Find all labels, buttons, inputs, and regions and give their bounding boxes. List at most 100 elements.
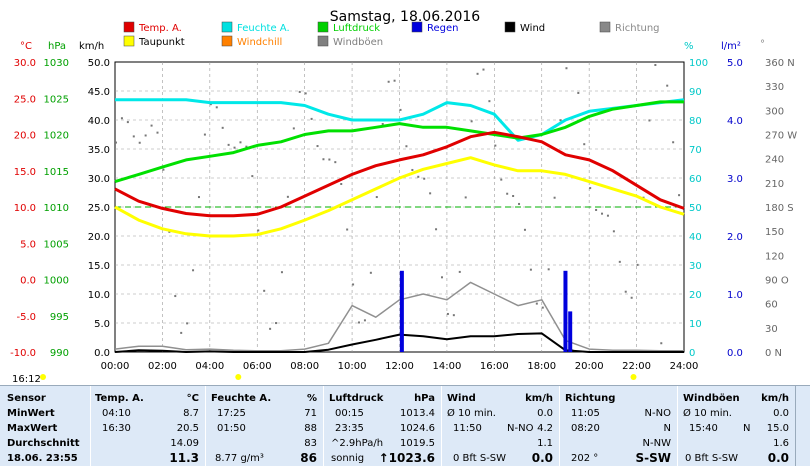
direction-point [411,168,414,171]
direction-point [435,228,438,231]
direction-point [606,214,609,217]
direction-point [132,135,135,138]
direction-point [192,269,195,272]
tick-dir: 30 [765,324,778,335]
direction-point [648,119,651,122]
tick-wind: 10.0 [88,290,110,301]
direction-point [470,120,473,123]
sunset-marker [630,374,637,380]
col-wind: Wind km/h Ø 10 min. 0.0 11:50 N-NO 4.2 1.1 0… [441,386,560,466]
direction-point [304,92,307,95]
wind-max-val: 4.2 [537,423,553,434]
tick-press: 1020 [44,131,69,142]
direction-point [440,276,443,279]
tick-x: 04:00 [195,361,224,372]
tick-dir: 150 [765,227,784,238]
direction-point [423,177,426,180]
direction-point [506,192,509,195]
row-label-avg: Durchschnitt [7,438,80,449]
direction-point [458,270,461,273]
unit-dir: ° [760,39,765,50]
direction-point [375,196,378,199]
tick-dir: 0 N [765,348,782,359]
direction-point [512,195,515,198]
tick-rain: 2.0 [727,232,743,243]
rain-bar [399,270,404,352]
tick-x: 18:00 [527,361,556,372]
legend-label: Taupunkt [138,37,185,48]
direction-point [666,84,669,87]
tick-rain: 0.0 [727,348,743,359]
chart-title: Samstag, 18.06.2016 [330,9,481,25]
gust-max-val: 15.0 [766,423,789,434]
series-feuchte-a- [115,98,685,142]
direction-point [529,268,532,271]
tick-press: 1025 [44,94,69,105]
temp-max-time: 16:30 [102,423,131,434]
tick-temp: 10.0 [14,203,36,214]
hum-avg-val: 83 [304,438,317,449]
direction-point [358,321,361,324]
wind-bft: 0 Bft S-SW [453,453,507,464]
unit-press: hPa [48,41,66,52]
unit-hum: % [684,41,694,52]
direction-point [186,322,189,325]
direction-point [209,103,212,106]
gust-current-val: 0.0 [767,451,789,465]
series-windb-en [114,281,684,352]
series-wind [114,332,684,353]
stats-table: Sensor MinWert MaxWert Durchschnitt 18.0… [0,385,810,466]
tick-hum: 10 [689,319,702,330]
tick-rain: 3.0 [727,174,743,185]
sunrise-marker [235,374,242,380]
direction-point [654,63,657,66]
direction-point [417,175,420,178]
tick-press: 1005 [44,239,69,250]
direction-point [352,283,355,286]
direction-point [399,108,402,111]
hdr-gust-unit: km/h [761,393,789,404]
direction-point [595,208,598,211]
col-humidity: Feuchte A.% 17:25 71 01:50 88 83 8.77 g/m³… [205,386,324,466]
dir-max-time: 08:20 [571,423,600,434]
tick-x: 02:00 [148,361,177,372]
direction-point [197,196,200,199]
wind-max-time: 11:50 [453,423,482,434]
tick-wind: 25.0 [88,203,110,214]
tick-press: 1015 [44,167,69,178]
direction-point [233,146,236,149]
tick-press: 995 [50,312,69,323]
direction-point [387,80,390,83]
tick-hum: 80 [689,116,702,127]
legend-swatch [221,35,233,47]
direction-point [227,143,230,146]
tick-hum: 30 [689,261,702,272]
wind-current-val: 0.0 [531,451,553,465]
temp-max-val: 20.5 [176,423,199,434]
tick-x: 16:00 [480,361,509,372]
direction-point [518,202,521,205]
tick-temp: 0.0 [20,276,36,287]
tick-dir: 180 S [765,203,794,214]
tick-dir: 210 [765,179,784,190]
current-time-label: 16:12 [12,374,41,385]
tick-x: 00:00 [101,361,130,372]
series-taupunkt [114,156,685,238]
tick-dir: 90 O [765,276,789,287]
col-temp: Temp. A. °C 04:10 8.7 16:30 20.5 14.09 11.3 [90,386,206,466]
tick-temp: 15.0 [14,167,36,178]
hdr-hum-unit: % [306,393,317,404]
tick-x: 20:00 [575,361,604,372]
direction-point [162,168,165,171]
wind-min-val: 0.0 [537,408,553,419]
tick-hum: 60 [689,174,702,185]
hum-max-val: 88 [304,423,317,434]
direction-point [263,289,266,292]
temp-min-val: 8.7 [183,408,199,419]
direction-point [340,183,343,186]
unit-rain: l/m² [721,41,741,52]
press-trend: ^2.9hPa/h [331,438,384,449]
direction-point [144,134,147,137]
legend-label: Luftdruck [333,23,380,34]
hdr-dir: Richtung [565,393,616,404]
